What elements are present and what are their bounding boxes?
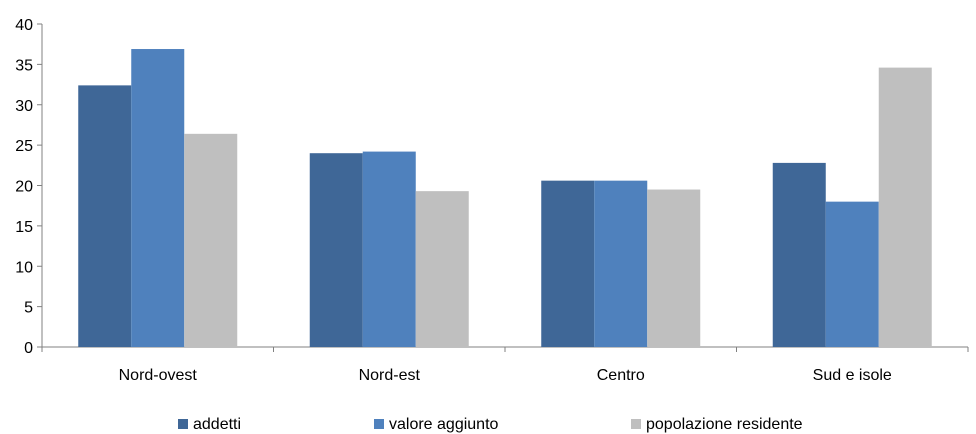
legend-label: valore aggiunto — [389, 416, 499, 433]
y-tick-label: 5 — [24, 300, 33, 317]
bar-popolazione-residente-centro — [647, 189, 701, 347]
y-tick-label: 25 — [15, 138, 33, 155]
bar-addetti-nord-ovest — [78, 85, 132, 348]
legend-swatch — [374, 419, 384, 429]
y-tick-label: 15 — [15, 219, 33, 236]
y-tick-label: 0 — [24, 340, 33, 357]
y-tick-label: 10 — [15, 259, 33, 276]
bar-addetti-nord-est — [309, 153, 363, 347]
legend-swatch — [631, 419, 641, 429]
y-tick-label: 20 — [15, 179, 33, 196]
x-category-label: Sud e isole — [813, 367, 892, 384]
y-tick-label: 35 — [15, 57, 33, 74]
legend-label: popolazione residente — [646, 416, 803, 433]
x-axis: Nord-ovest Nord-est Centro Sud e isole — [41, 346, 969, 384]
bar-valore-aggiunto-centro — [594, 180, 648, 347]
y-tick-label: 40 — [15, 17, 33, 34]
bar-valore-aggiunto-nord-est — [362, 151, 416, 347]
legend: addetti valore aggiunto popolazione reside… — [178, 416, 803, 433]
x-category-label: Nord-ovest — [119, 367, 198, 384]
x-category-label: Centro — [597, 367, 645, 384]
bar-popolazione-residente-sud-e-isole — [878, 67, 932, 347]
y-tick-label: 30 — [15, 98, 33, 115]
legend-swatch — [178, 419, 188, 429]
legend-label: addetti — [193, 416, 241, 433]
bar-addetti-sud-e-isole — [772, 162, 826, 347]
x-category-label: Nord-est — [359, 367, 421, 384]
bars — [78, 49, 932, 348]
bar-valore-aggiunto-sud-e-isole — [825, 201, 879, 347]
bar-popolazione-residente-nord-est — [415, 191, 469, 347]
bar-valore-aggiunto-nord-ovest — [131, 49, 185, 347]
bar-popolazione-residente-nord-ovest — [184, 133, 238, 347]
y-axis: 0 5 10 15 20 25 30 35 40 — [15, 17, 43, 357]
bar-addetti-centro — [541, 180, 595, 347]
